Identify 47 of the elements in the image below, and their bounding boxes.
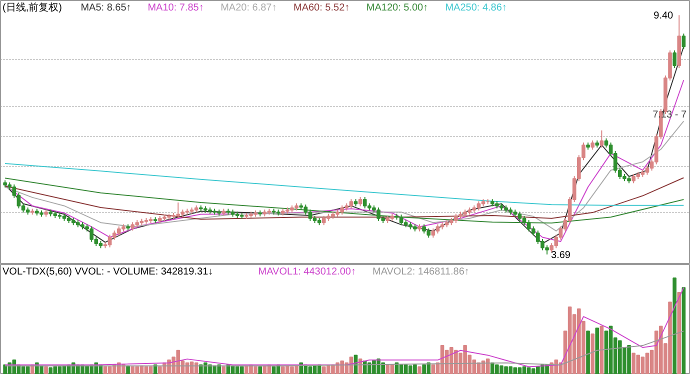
text: MA10: 7.85↑ xyxy=(148,2,204,14)
candlestick xyxy=(645,165,650,176)
text: MA120: 5.00↑ xyxy=(366,2,428,14)
bar xyxy=(586,330,590,374)
bar xyxy=(26,366,30,374)
bar xyxy=(258,366,262,374)
candlestick xyxy=(436,224,440,234)
bar xyxy=(272,366,276,374)
bar xyxy=(126,365,130,374)
candlestick xyxy=(358,196,362,207)
bar xyxy=(240,366,244,374)
candlestick xyxy=(600,130,604,148)
text: MA60: 5.52↑ xyxy=(294,2,350,14)
bar xyxy=(590,333,594,374)
annotation: 3.69 xyxy=(551,250,571,261)
candlestick xyxy=(431,228,436,238)
bar xyxy=(48,367,53,374)
bar xyxy=(600,326,604,374)
bar xyxy=(682,287,686,374)
text: MA250: 4.86↑ xyxy=(445,2,507,14)
text: MA20: 6.87↑ xyxy=(220,2,277,14)
bar xyxy=(595,328,600,374)
bar xyxy=(645,352,650,374)
bar xyxy=(386,364,390,374)
bar xyxy=(222,366,226,374)
bar xyxy=(103,366,108,374)
bar xyxy=(522,366,526,374)
text: MAVOL2: 146811.86↑ xyxy=(372,266,470,278)
bar xyxy=(194,362,198,374)
bar xyxy=(672,278,676,374)
candlestick xyxy=(682,33,686,50)
candlestick xyxy=(672,50,676,68)
bar xyxy=(431,364,436,374)
bar xyxy=(148,366,153,374)
text: MA5: 8.65↑ xyxy=(80,2,132,14)
bar xyxy=(677,292,682,374)
chart-title: VOL-TDX(5,60) VVOL: - VOLUME: 342819.31↓ xyxy=(2,266,214,278)
bar xyxy=(21,366,26,374)
bar xyxy=(144,366,148,374)
text: MAVOL1: 443012.00↑ xyxy=(258,266,356,278)
candlestick xyxy=(476,200,481,211)
bar xyxy=(262,365,267,374)
chart-title: (日线,前复权) xyxy=(2,2,62,14)
bar xyxy=(418,366,422,374)
candlestick xyxy=(590,140,594,150)
annotation: 9.40 xyxy=(654,10,674,22)
bar xyxy=(44,366,48,374)
